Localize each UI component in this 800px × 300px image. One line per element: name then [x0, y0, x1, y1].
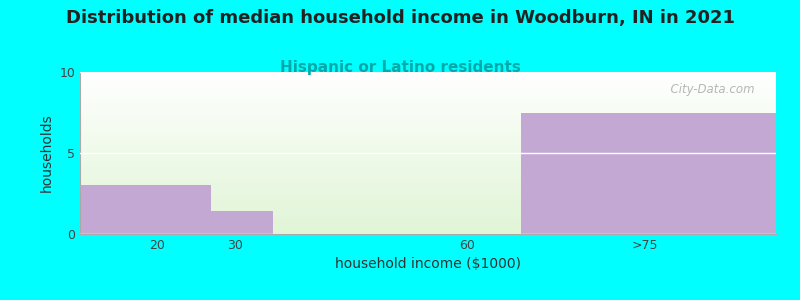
Bar — [211, 211, 274, 234]
Text: City-Data.com: City-Data.com — [663, 83, 755, 96]
Y-axis label: households: households — [40, 114, 54, 192]
Text: Distribution of median household income in Woodburn, IN in 2021: Distribution of median household income … — [66, 9, 734, 27]
X-axis label: household income ($1000): household income ($1000) — [335, 257, 521, 272]
Bar — [80, 185, 211, 234]
Text: Hispanic or Latino residents: Hispanic or Latino residents — [279, 60, 521, 75]
Bar — [521, 112, 776, 234]
